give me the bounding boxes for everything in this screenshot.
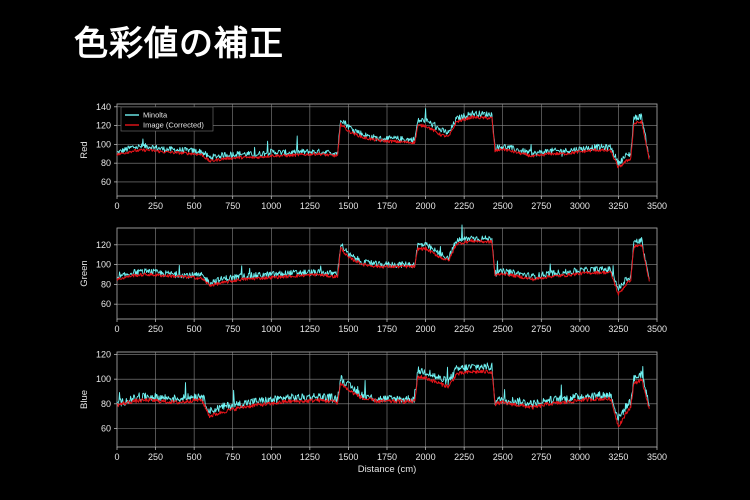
x-tick-label: 3500 xyxy=(647,201,667,211)
x-tick-label: 0 xyxy=(114,452,119,462)
y-tick-label: 100 xyxy=(96,260,111,270)
y-axis-label: Blue xyxy=(79,390,90,409)
x-tick-label: 3250 xyxy=(608,452,628,462)
x-tick-label: 1000 xyxy=(261,324,281,334)
x-tick-label: 2500 xyxy=(493,201,513,211)
y-tick-label: 80 xyxy=(101,399,111,409)
x-tick-label: 1750 xyxy=(377,324,397,334)
x-tick-label: 1250 xyxy=(300,452,320,462)
y-tick-label: 140 xyxy=(96,102,111,112)
series-line-image xyxy=(116,115,650,169)
series-line-image xyxy=(116,369,650,428)
x-tick-label: 3250 xyxy=(608,201,628,211)
series-line-image xyxy=(116,238,650,296)
y-axis-label: Green xyxy=(79,260,90,286)
x-tick-label: 3250 xyxy=(608,324,628,334)
x-tick-label: 2000 xyxy=(416,201,436,211)
chart-panel-blue: 0 250 500 750 1000 1250 1500 1750 2000 2250 2500 27… xyxy=(79,349,667,475)
y-tick-label: 60 xyxy=(101,423,111,433)
legend-label: Minolta xyxy=(143,111,168,120)
x-tick-label: 2000 xyxy=(416,324,436,334)
x-tick-label: 1250 xyxy=(300,201,320,211)
y-tick-label: 120 xyxy=(96,349,111,359)
x-tick-label: 250 xyxy=(148,324,163,334)
x-tick-label: 500 xyxy=(187,452,202,462)
x-tick-label: 2250 xyxy=(454,452,474,462)
x-tick-label: 2500 xyxy=(493,324,513,334)
x-tick-label: 750 xyxy=(225,324,240,334)
x-tick-label: 3000 xyxy=(570,324,590,334)
x-tick-label: 3500 xyxy=(647,324,667,334)
x-tick-label: 2000 xyxy=(416,452,436,462)
y-tick-label: 80 xyxy=(101,158,111,168)
x-tick-label: 2750 xyxy=(531,452,551,462)
legend-box xyxy=(120,106,214,132)
x-tick-label: 0 xyxy=(114,324,119,334)
x-tick-label: 250 xyxy=(148,201,163,211)
x-tick-label: 750 xyxy=(225,452,240,462)
y-tick-label: 60 xyxy=(101,177,111,187)
series-line-minolta xyxy=(116,108,650,166)
x-tick-label: 1000 xyxy=(261,201,281,211)
x-tick-label: 2750 xyxy=(531,201,551,211)
x-tick-label: 2250 xyxy=(454,201,474,211)
y-tick-label: 100 xyxy=(96,374,111,384)
x-tick-label: 500 xyxy=(187,324,202,334)
x-tick-label: 250 xyxy=(148,452,163,462)
x-tick-label: 1750 xyxy=(377,201,397,211)
chart-panel-green: 0 250 500 750 1000 1250 1500 1750 2000 2250 2500 27… xyxy=(79,224,667,334)
x-tick-label: 750 xyxy=(225,201,240,211)
x-tick-label: 3000 xyxy=(570,452,590,462)
x-tick-label: 1500 xyxy=(338,201,358,211)
x-tick-label: 3500 xyxy=(647,452,667,462)
x-tick-label: 2250 xyxy=(454,324,474,334)
series-line-minolta xyxy=(116,362,650,421)
slide-title: 色彩値の補正 xyxy=(74,24,284,64)
y-axis-label: Red xyxy=(79,141,90,158)
x-tick-label: 1250 xyxy=(300,324,320,334)
legend-label: Image (Corrected) xyxy=(143,121,204,130)
x-tick-label: 1500 xyxy=(338,324,358,334)
y-tick-label: 100 xyxy=(96,139,111,149)
y-tick-label: 120 xyxy=(96,121,111,131)
x-tick-label: 0 xyxy=(114,201,119,211)
x-tick-label: 2750 xyxy=(531,324,551,334)
y-tick-label: 60 xyxy=(101,299,111,309)
y-tick-label: 80 xyxy=(101,279,111,289)
chart-panel-red: 0 250 500 750 1000 1250 1500 1750 2000 2250 2500 27… xyxy=(79,102,667,211)
x-tick-label: 1000 xyxy=(261,452,281,462)
x-axis-label: Distance (cm) xyxy=(358,464,417,475)
y-tick-label: 120 xyxy=(96,240,111,250)
x-tick-label: 1750 xyxy=(377,452,397,462)
x-tick-label: 500 xyxy=(187,201,202,211)
x-tick-label: 2500 xyxy=(493,452,513,462)
x-tick-label: 3000 xyxy=(570,201,590,211)
x-tick-label: 1500 xyxy=(338,452,358,462)
